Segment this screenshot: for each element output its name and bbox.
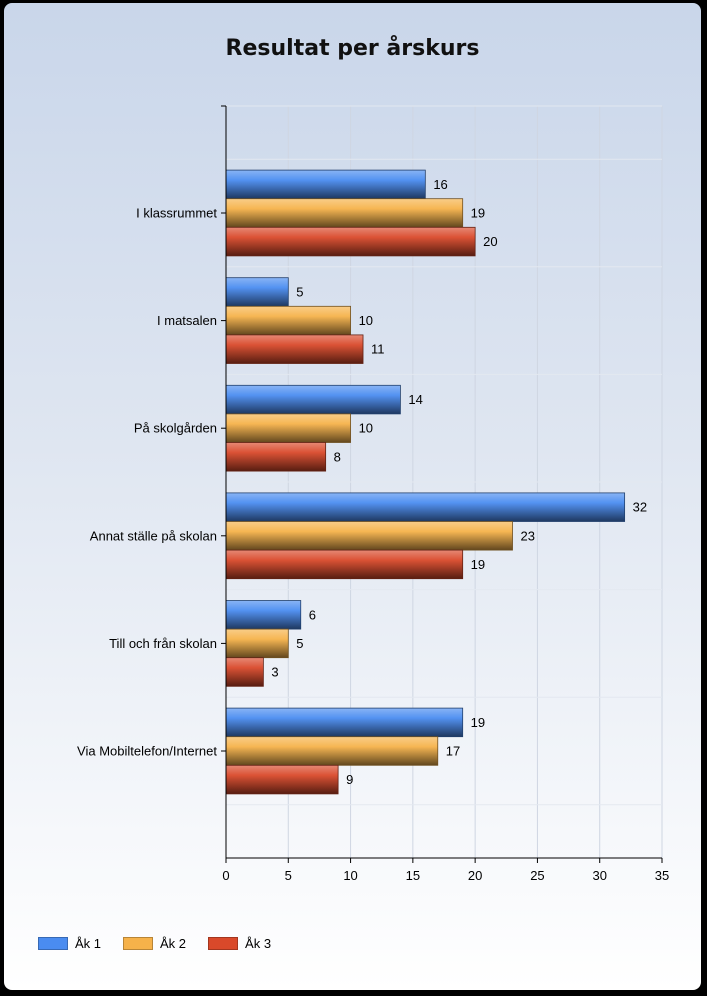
chart-panel: Resultat per årskurs 0 5 10 15 20 25 30 35 I kla… (4, 3, 701, 990)
category-label: Annat ställe på skolan (90, 528, 217, 543)
bar (225, 736, 439, 766)
category-label: I klassrummet (136, 206, 217, 221)
bar (225, 413, 351, 443)
chart-title: Resultat per årskurs (225, 36, 480, 61)
data-label: 11 (371, 342, 385, 357)
bar (225, 764, 339, 795)
category-label: I matsalen (157, 313, 217, 328)
x-tick-label: 15 (406, 868, 420, 883)
bar (225, 492, 626, 522)
bar (225, 628, 289, 659)
legend-item: Åk 3 (208, 936, 271, 951)
legend-label: Åk 2 (160, 936, 187, 951)
data-label: 16 (433, 177, 447, 192)
x-tick-label: 35 (655, 868, 669, 883)
data-label: 20 (483, 234, 497, 249)
legend-item: Åk 2 (123, 936, 186, 951)
category-label: Till och från skolan (109, 636, 217, 651)
bar (225, 226, 476, 257)
data-label: 5 (296, 636, 303, 651)
data-label: 9 (346, 772, 353, 787)
legend-item: Åk 1 (38, 936, 101, 951)
axes (221, 105, 663, 863)
data-label: 14 (408, 392, 422, 407)
data-label: 19 (471, 206, 485, 221)
legend-swatch (208, 937, 239, 950)
x-tick-label: 20 (468, 868, 482, 883)
data-label: 3 (271, 665, 278, 680)
x-tick-label: 0 (222, 868, 229, 883)
data-label: 10 (359, 313, 373, 328)
data-label: 17 (446, 744, 460, 759)
x-tick-label: 10 (343, 868, 357, 883)
bar (225, 442, 327, 472)
legend: Åk 1 Åk 2 Åk 3 (38, 936, 271, 951)
data-label: 5 (296, 285, 303, 300)
bar (225, 277, 289, 307)
legend-swatch (123, 937, 154, 950)
legend-label: Åk 1 (75, 936, 102, 951)
bar (225, 600, 302, 630)
x-tick-label: 5 (285, 868, 292, 883)
data-label: 19 (471, 715, 485, 730)
x-tick-label: 30 (592, 868, 606, 883)
bar (225, 305, 351, 336)
bar (225, 707, 464, 738)
data-label: 8 (334, 449, 341, 464)
data-label: 6 (309, 607, 316, 622)
data-label: 23 (521, 528, 535, 543)
category-label: På skolgården (134, 421, 217, 436)
bar (225, 521, 513, 551)
category-label: Via Mobiltelefon/Internet (77, 744, 217, 759)
data-label: 32 (633, 500, 647, 515)
bars (225, 169, 626, 795)
legend-label: Åk 3 (245, 936, 272, 951)
bar (225, 334, 364, 364)
bar (225, 549, 464, 580)
bar (225, 169, 426, 200)
legend-swatch (38, 937, 68, 950)
bar (225, 198, 464, 228)
data-label: 10 (359, 421, 373, 436)
x-tick-label: 25 (530, 868, 544, 883)
data-label: 19 (471, 557, 485, 572)
bar (225, 657, 264, 687)
bar (225, 384, 401, 415)
